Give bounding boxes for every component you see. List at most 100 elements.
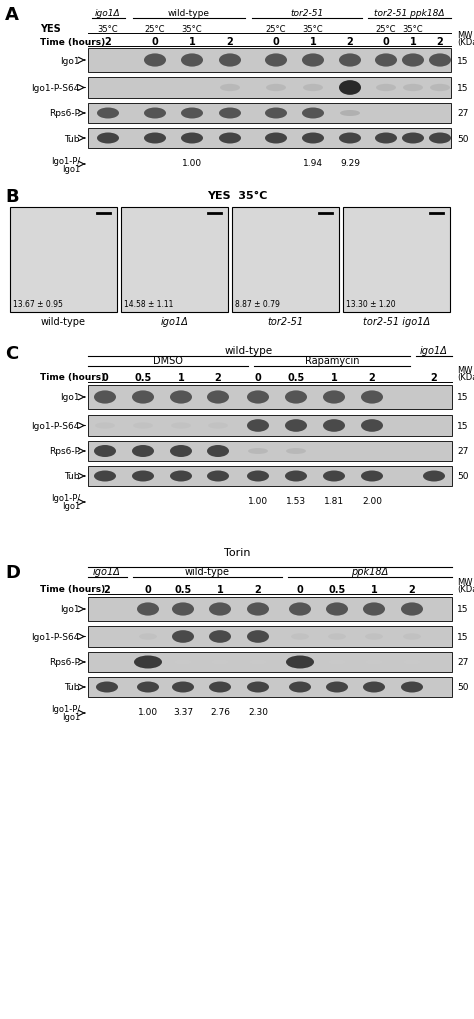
- Bar: [343, 208, 450, 313]
- Ellipse shape: [207, 391, 229, 405]
- Ellipse shape: [285, 471, 307, 482]
- Text: tor2-51 igo1Δ: tor2-51 igo1Δ: [363, 317, 430, 327]
- Text: 13.30 ± 1.20: 13.30 ± 1.20: [346, 300, 396, 309]
- Text: wild-type: wild-type: [168, 9, 210, 18]
- Ellipse shape: [323, 391, 345, 405]
- Text: wild-type: wild-type: [184, 567, 229, 577]
- Bar: [88, 77, 451, 99]
- Text: 1.00: 1.00: [182, 159, 202, 168]
- Ellipse shape: [326, 603, 348, 616]
- Ellipse shape: [401, 682, 423, 693]
- Text: Tub: Tub: [64, 135, 80, 144]
- Ellipse shape: [170, 471, 192, 482]
- Text: 15: 15: [457, 56, 468, 65]
- Ellipse shape: [361, 420, 383, 432]
- Ellipse shape: [285, 420, 307, 432]
- Text: 2: 2: [255, 585, 261, 594]
- Text: A: A: [5, 6, 19, 24]
- Ellipse shape: [326, 682, 348, 693]
- Bar: [88, 627, 452, 647]
- Ellipse shape: [429, 133, 451, 145]
- Ellipse shape: [403, 634, 421, 640]
- Ellipse shape: [96, 682, 118, 693]
- Text: 2: 2: [437, 37, 443, 47]
- Text: Igo1: Igo1: [62, 502, 80, 511]
- Ellipse shape: [170, 391, 192, 405]
- Ellipse shape: [289, 603, 311, 616]
- Text: 25°C: 25°C: [376, 24, 396, 34]
- Ellipse shape: [134, 656, 162, 668]
- Text: 2: 2: [104, 585, 110, 594]
- Ellipse shape: [247, 391, 269, 405]
- Text: 27: 27: [457, 658, 468, 666]
- Bar: [88, 467, 452, 486]
- Text: 0: 0: [255, 373, 261, 382]
- Ellipse shape: [207, 471, 229, 482]
- Text: 1: 1: [217, 585, 223, 594]
- Text: 1: 1: [371, 585, 377, 594]
- Text: Igo1-P-S64: Igo1-P-S64: [32, 422, 80, 431]
- Text: 1.00: 1.00: [138, 708, 158, 716]
- Text: 35°C: 35°C: [403, 24, 423, 34]
- Text: Time (hours): Time (hours): [40, 585, 105, 594]
- Text: 27: 27: [457, 109, 468, 118]
- Text: Time (hours): Time (hours): [40, 373, 105, 382]
- Ellipse shape: [376, 85, 396, 92]
- Ellipse shape: [247, 420, 269, 432]
- Text: wild-type: wild-type: [41, 317, 86, 327]
- Text: Torin: Torin: [224, 547, 250, 557]
- Text: Rps6-P: Rps6-P: [49, 109, 80, 118]
- Bar: [232, 208, 339, 313]
- Text: (KDa): (KDa): [457, 373, 474, 382]
- Ellipse shape: [302, 54, 324, 67]
- Text: 2: 2: [430, 373, 438, 382]
- Text: 2: 2: [409, 585, 415, 594]
- Text: 15: 15: [457, 605, 468, 613]
- Ellipse shape: [171, 423, 191, 429]
- Text: Igo1-P/: Igo1-P/: [51, 494, 80, 503]
- Text: MW: MW: [457, 31, 473, 40]
- Text: 2: 2: [346, 37, 354, 47]
- Ellipse shape: [172, 603, 194, 616]
- Ellipse shape: [97, 133, 119, 145]
- Text: 0: 0: [273, 37, 279, 47]
- Ellipse shape: [209, 682, 231, 693]
- Bar: [88, 49, 451, 73]
- Text: 15: 15: [457, 393, 468, 403]
- Ellipse shape: [403, 85, 423, 92]
- Ellipse shape: [209, 603, 231, 616]
- Text: 0.5: 0.5: [287, 373, 305, 382]
- Ellipse shape: [365, 660, 383, 664]
- Text: 3.37: 3.37: [173, 708, 193, 716]
- Text: 50: 50: [457, 135, 468, 144]
- Bar: [88, 104, 451, 124]
- Text: 1.94: 1.94: [303, 159, 323, 168]
- Text: 1: 1: [331, 373, 337, 382]
- Ellipse shape: [265, 108, 287, 119]
- Ellipse shape: [144, 108, 166, 119]
- Text: DMSO: DMSO: [153, 356, 183, 366]
- Text: Time (hours): Time (hours): [40, 38, 105, 47]
- Text: 35°C: 35°C: [98, 24, 118, 34]
- Text: ppk18Δ: ppk18Δ: [351, 567, 389, 577]
- Text: 9.29: 9.29: [340, 159, 360, 168]
- Ellipse shape: [211, 660, 229, 664]
- Ellipse shape: [328, 660, 346, 664]
- Text: Igo1-P-S64: Igo1-P-S64: [32, 633, 80, 641]
- Ellipse shape: [375, 54, 397, 67]
- Ellipse shape: [328, 634, 346, 640]
- Text: C: C: [5, 344, 18, 363]
- Text: Tub: Tub: [64, 472, 80, 481]
- Ellipse shape: [303, 85, 323, 92]
- Ellipse shape: [95, 423, 115, 429]
- Text: 2: 2: [105, 37, 111, 47]
- Ellipse shape: [286, 448, 306, 454]
- Ellipse shape: [302, 108, 324, 119]
- Text: igo1Δ: igo1Δ: [161, 317, 189, 327]
- Ellipse shape: [363, 682, 385, 693]
- Ellipse shape: [403, 660, 421, 664]
- Text: (KDa): (KDa): [457, 585, 474, 594]
- Ellipse shape: [285, 391, 307, 405]
- Text: tor2-51: tor2-51: [267, 317, 303, 327]
- Text: (KDa): (KDa): [457, 38, 474, 47]
